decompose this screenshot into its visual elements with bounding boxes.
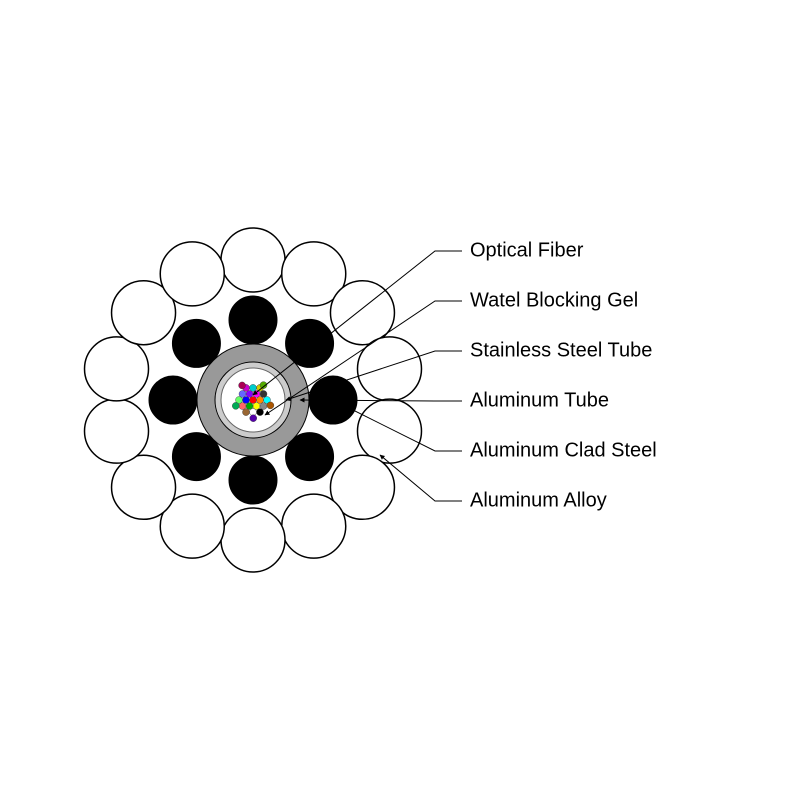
component-label: Watel Blocking Gel [470, 289, 638, 311]
component-label: Aluminum Alloy [470, 489, 607, 511]
aluminum-alloy-strand [85, 337, 149, 401]
aluminum-clad-steel-strand [149, 376, 197, 424]
component-label: Optical Fiber [470, 239, 584, 261]
optical-fiber [250, 397, 257, 404]
optical-fiber [257, 409, 264, 416]
optical-fiber [267, 402, 274, 409]
optical-fiber [243, 409, 250, 416]
optical-fiber [253, 403, 260, 410]
optical-fiber [250, 415, 257, 422]
optical-fiber [246, 390, 253, 397]
optical-fiber [239, 382, 246, 389]
optical-fiber [257, 397, 264, 404]
optical-fiber [243, 397, 250, 404]
cable-cross-section-diagram: Optical Fiber Watel Blocking Gel Stainless… [0, 0, 800, 800]
component-label: Stainless Steel Tube [470, 339, 652, 361]
optical-fiber [232, 402, 239, 409]
optical-fiber [239, 390, 246, 397]
optical-fiber [239, 403, 246, 410]
aluminum-clad-steel-strand [229, 296, 277, 344]
optical-fiber [250, 384, 257, 391]
aluminum-alloy-strand [221, 228, 285, 292]
optical-fiber [260, 403, 267, 410]
aluminum-alloy-strand [112, 455, 176, 519]
component-label: Aluminum Clad Steel [470, 439, 657, 461]
aluminum-alloy-strand [160, 242, 224, 306]
aluminum-alloy-strand [85, 399, 149, 463]
aluminum-alloy-strand [221, 508, 285, 572]
aluminum-alloy-strand [282, 494, 346, 558]
aluminum-clad-steel-strand [229, 456, 277, 504]
optical-fiber [260, 390, 267, 397]
aluminum-alloy-strand [357, 399, 421, 463]
component-label: Aluminum Tube [470, 389, 609, 411]
optical-fiber [246, 403, 253, 410]
